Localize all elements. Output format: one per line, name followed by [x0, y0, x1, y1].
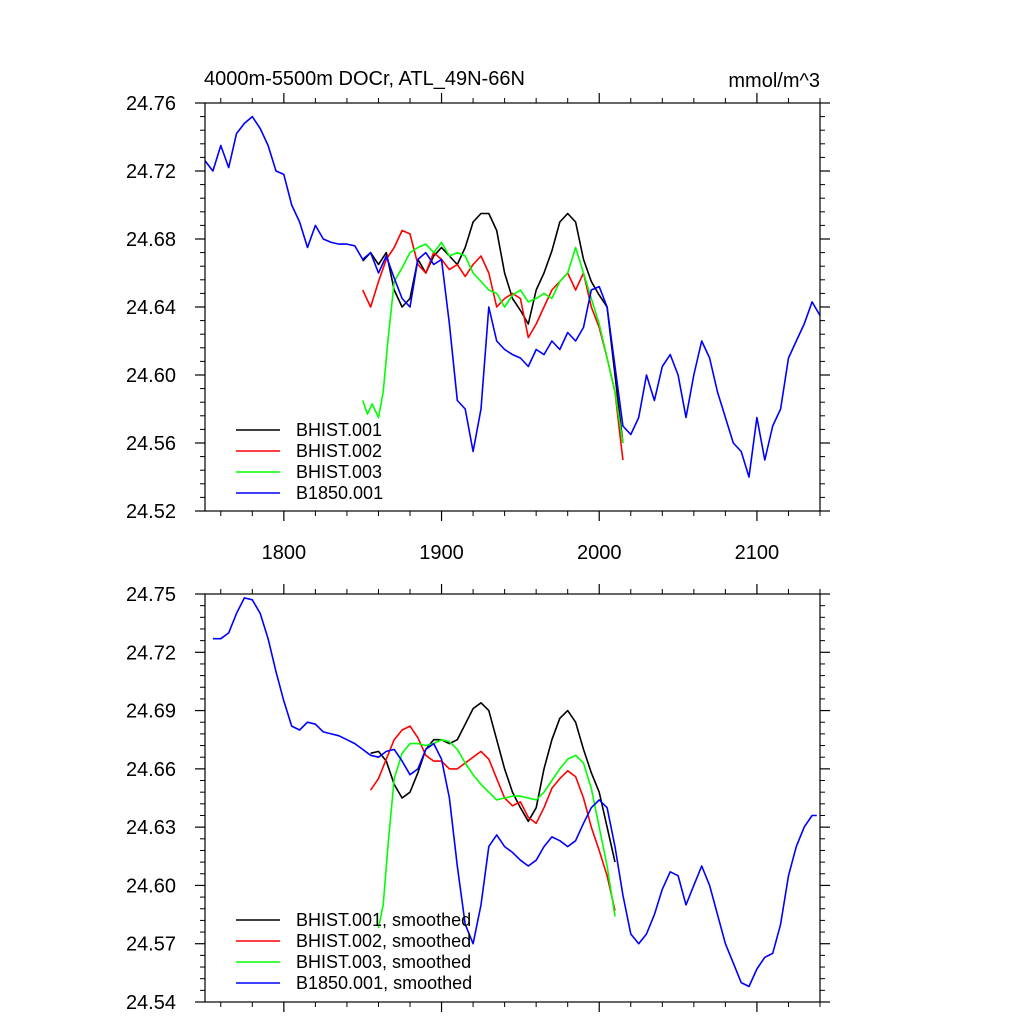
y-tick-label: 24.69 [126, 701, 176, 723]
series-line-bhist-003-smoothed [377, 738, 616, 929]
series-line-bhist-001-smoothed [370, 701, 616, 863]
series-line-bhist-002 [361, 229, 624, 461]
series-line-bhist-002-smoothed [369, 725, 616, 911]
chart-units-label: mmol/m^3 [728, 70, 820, 92]
chart-title-left: 4000m-5500m DOCr, ATL_49N-66N [204, 68, 525, 90]
y-tick-label: 24.64 [126, 297, 176, 319]
x-tick-label: 2100 [735, 542, 780, 564]
y-tick-label: 24.72 [126, 161, 176, 183]
legend-label: BHIST.002, smoothed [296, 931, 471, 951]
x-tick-label: 1800 [262, 542, 307, 564]
plot-frame [204, 593, 821, 1003]
y-tick-label: 24.54 [126, 992, 176, 1014]
legend-label: BHIST.003, smoothed [296, 952, 471, 972]
legend-label: BHIST.002 [296, 441, 382, 461]
series-lines [212, 597, 817, 988]
bottom-chart-panel: 24.54 24.57 24.60 24.63 24.66 24.69 24.72 24.75… [126, 584, 830, 1014]
series-line-b1850-001-smoothed [212, 597, 817, 988]
series-line-bhist-003 [361, 241, 624, 444]
series-lines [205, 115, 820, 478]
y-tick-label: 24.68 [126, 229, 176, 251]
legend-label: B1850.001, smoothed [296, 973, 472, 993]
y-tick-label: 24.57 [126, 934, 176, 956]
series-line-b1850-001 [205, 115, 820, 478]
x-tick-label: 2000 [577, 542, 622, 564]
y-tick-label: 24.75 [126, 584, 176, 606]
legend-label: BHIST.001, smoothed [296, 910, 471, 930]
legend-label: B1850.001 [296, 483, 383, 503]
legend-label: BHIST.001 [296, 420, 382, 440]
top-chart-panel: 4000m-5500m DOCr, ATL_49N-66N mmol/m^3 1… [126, 68, 830, 564]
y-tick-label: 24.72 [126, 642, 176, 664]
y-tick-label: 24.60 [126, 875, 176, 897]
y-tick-label: 24.76 [126, 93, 176, 115]
x-tick-label: 1900 [419, 542, 464, 564]
y-tick-label: 24.63 [126, 817, 176, 839]
y-tick-label: 24.60 [126, 365, 176, 387]
y-tick-label: 24.66 [126, 759, 176, 781]
y-tick-label: 24.52 [126, 501, 176, 523]
y-tick-label: 24.56 [126, 433, 176, 455]
legend-label: BHIST.003 [296, 462, 382, 482]
